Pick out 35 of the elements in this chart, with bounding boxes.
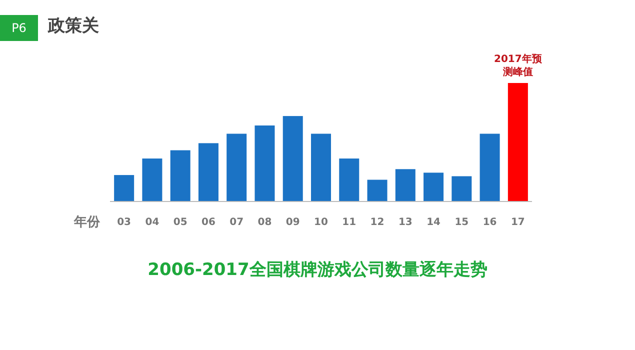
bar: [311, 134, 331, 201]
x-tick-label: 03: [117, 217, 132, 228]
text: P6: [0, 15, 38, 41]
x-tick-label: 06: [202, 217, 216, 228]
bar: [452, 176, 472, 201]
chart-title: 政策关: [48, 15, 99, 37]
bar: [198, 143, 218, 201]
x-tick-label: 17: [510, 217, 525, 228]
bar: [339, 158, 360, 201]
x-tick-label: 10: [314, 217, 328, 228]
bar: [395, 169, 416, 201]
x-tick-label: 09: [286, 217, 300, 228]
bar: [142, 158, 162, 201]
x-tick-label: 14: [426, 217, 441, 228]
bar: [254, 125, 275, 201]
x-tick-label: 16: [482, 217, 497, 228]
x-tick-label: 12: [370, 217, 384, 228]
bar: [508, 83, 528, 201]
bar: [226, 134, 247, 201]
bar: [424, 172, 444, 201]
x-tick-label: 05: [173, 217, 188, 228]
bar: [114, 175, 134, 201]
bar: [170, 150, 190, 201]
annotation: 2017年预测峰值: [493, 53, 543, 79]
x-tick-label: 15: [454, 217, 469, 228]
x-tick-label: 11: [342, 217, 356, 228]
x-tick-label: 13: [398, 217, 412, 228]
x-tick-label: 07: [230, 217, 244, 228]
x-tick-label: 04: [145, 217, 160, 228]
x-axis-title: 年份: [73, 215, 101, 230]
bar: [367, 180, 388, 201]
text: 2006-2017全国棋牌游戏公司数量逐年走势: [146, 259, 488, 281]
bar: [282, 116, 303, 201]
x-tick-label: 08: [258, 217, 272, 228]
bar: [480, 134, 500, 201]
